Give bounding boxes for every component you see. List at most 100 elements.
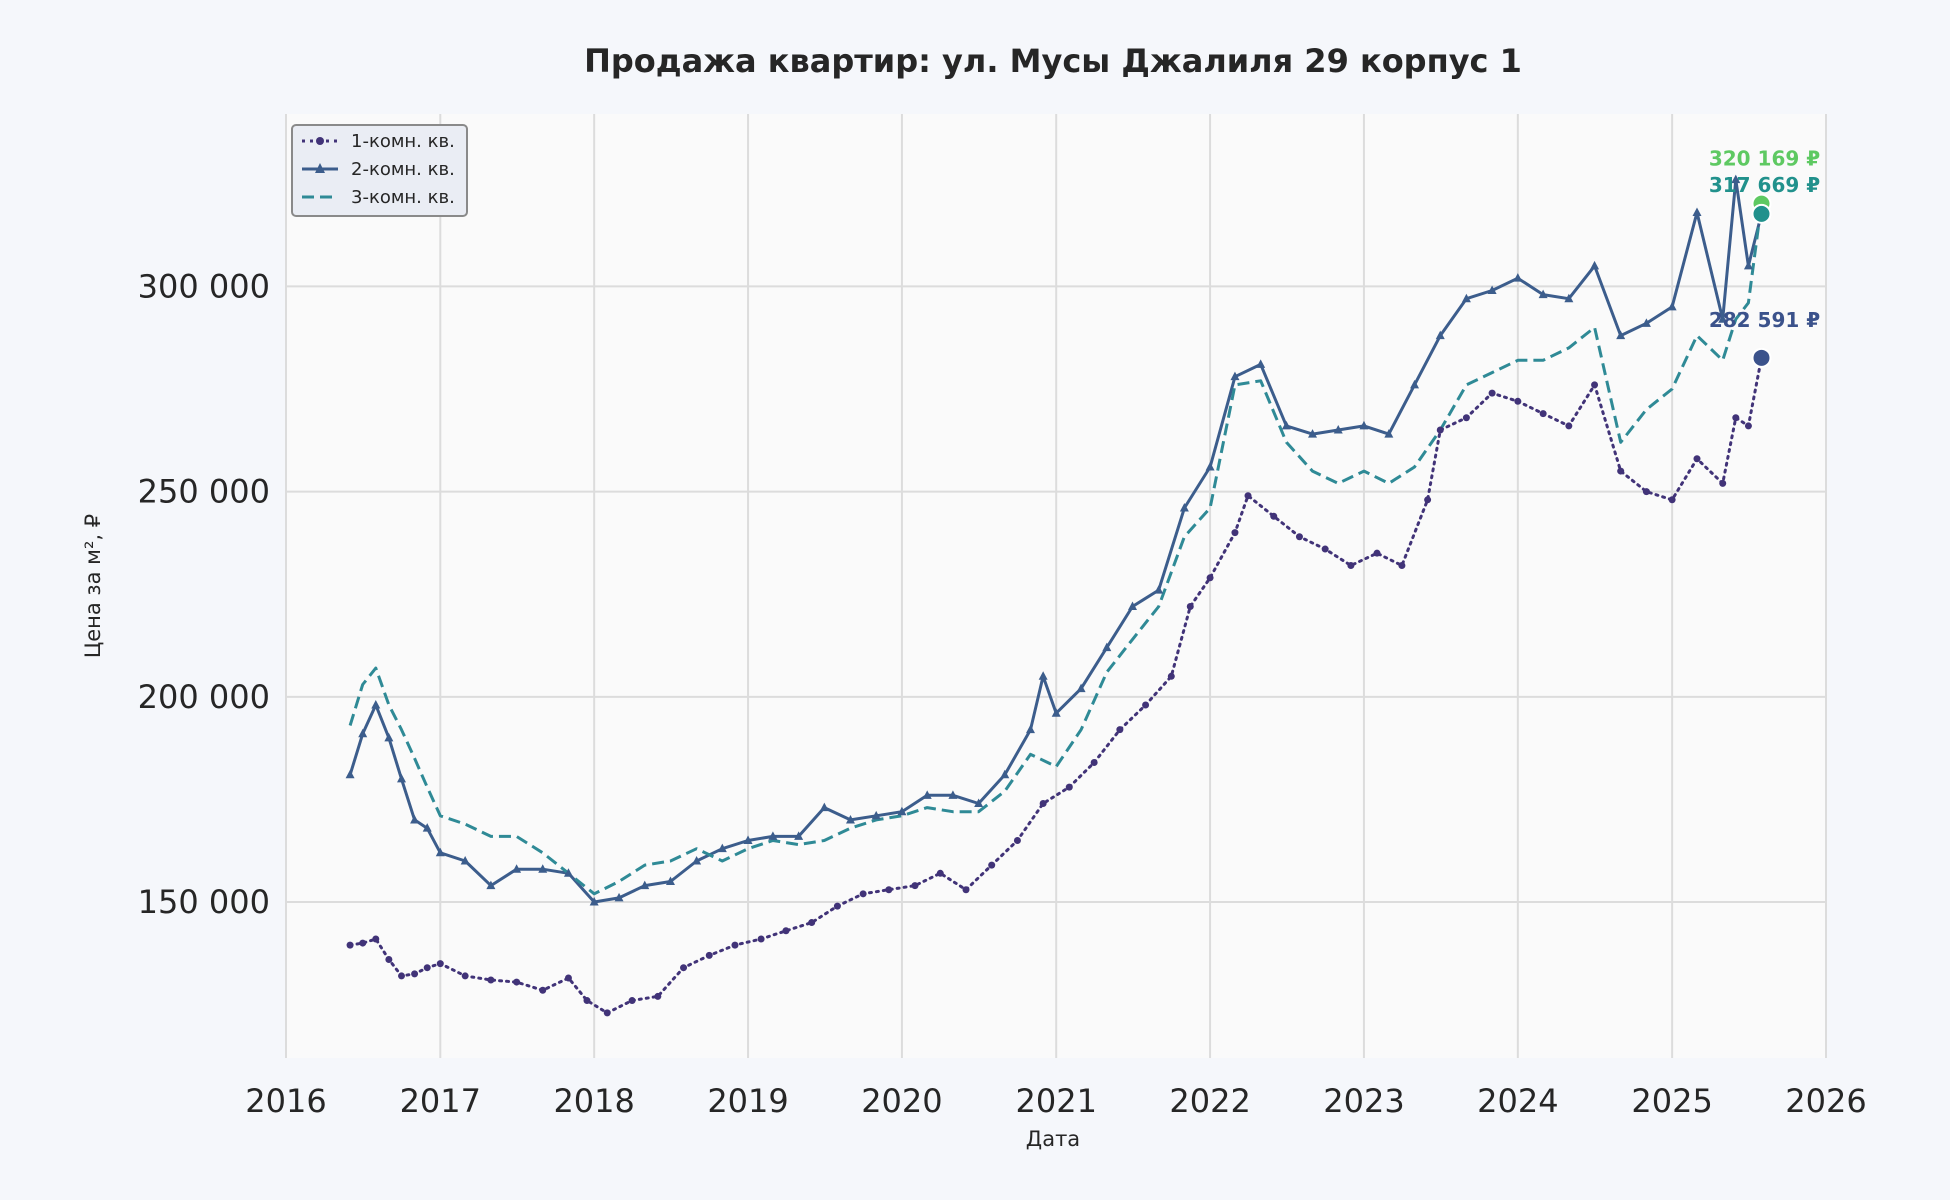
- point-2room: [563, 868, 573, 877]
- point-1room: [1744, 422, 1752, 430]
- point-1room: [539, 986, 547, 994]
- point-2room: [948, 790, 958, 799]
- legend: 1-комн. кв. 2-комн. кв. 3-комн. кв.: [291, 124, 468, 217]
- chart-title: Продажа квартир: ул. Мусы Джалиля 29 кор…: [584, 42, 1522, 80]
- legend-marker-2room: [315, 163, 325, 173]
- point-2room: [1667, 301, 1677, 311]
- point-1room: [1617, 467, 1625, 475]
- x-axis-ticks: 2016 2017 2018 2019 2020 2021 2022 2023 2024 2025…: [245, 1082, 1866, 1120]
- point-1room: [1013, 836, 1021, 844]
- point-2room: [1410, 379, 1420, 389]
- y-tick-label: 300 000: [138, 267, 270, 305]
- point-2room: [1076, 683, 1086, 693]
- end-point: [1751, 203, 1772, 224]
- point-2room: [486, 880, 496, 890]
- point-1room: [603, 1009, 611, 1017]
- x-tick-label: 2024: [1477, 1082, 1558, 1120]
- point-2room: [1154, 585, 1164, 594]
- point-2room: [1743, 260, 1753, 270]
- point-2room: [692, 855, 702, 865]
- point-2room: [1308, 429, 1318, 438]
- point-1room: [1398, 561, 1406, 569]
- y-tick-label: 150 000: [138, 883, 270, 921]
- y-tick-label: 250 000: [138, 473, 270, 511]
- point-2room: [768, 831, 778, 840]
- point-1room: [628, 997, 636, 1005]
- point-2room: [1590, 260, 1600, 270]
- point-1room: [1167, 672, 1175, 680]
- point-2room: [1718, 314, 1728, 323]
- point-1room: [1065, 783, 1073, 791]
- legend-marker-1room: [316, 137, 324, 145]
- point-2room: [345, 769, 355, 779]
- point-2room: [371, 700, 381, 709]
- series-line-3room: [348, 203, 1763, 896]
- point-2room: [589, 897, 599, 906]
- point-2room: [1025, 724, 1035, 734]
- point-1room: [1732, 414, 1740, 422]
- y-tick-label: 200 000: [138, 678, 270, 716]
- point-2room: [1616, 330, 1626, 340]
- x-tick-label: 2021: [1015, 1082, 1096, 1120]
- point-2room: [819, 802, 829, 812]
- point-1room: [1373, 549, 1381, 557]
- grid-lines: [285, 114, 1827, 1058]
- y-axis-label: Цена за м², ₽: [81, 514, 105, 658]
- point-1room: [346, 941, 354, 949]
- point-1room: [1565, 422, 1573, 430]
- point-1room: [411, 970, 419, 978]
- point-2room: [1051, 708, 1061, 717]
- point-2room: [922, 790, 932, 799]
- point-2room: [1487, 285, 1497, 294]
- point-2room: [1731, 174, 1741, 184]
- point-2room: [1435, 330, 1445, 340]
- point-1room: [372, 935, 380, 943]
- point-2room: [871, 810, 881, 820]
- x-tick-label: 2017: [400, 1082, 481, 1120]
- point-1room: [936, 869, 944, 877]
- point-1room: [423, 964, 431, 972]
- point-2room: [460, 855, 470, 865]
- point-2room: [794, 831, 804, 840]
- point-2room: [358, 728, 368, 738]
- point-1room: [1039, 800, 1047, 808]
- point-1room: [1591, 381, 1599, 389]
- point-2room: [845, 814, 855, 824]
- point-2room: [1538, 289, 1548, 299]
- legend-label-2room: 2-комн. кв.: [351, 159, 455, 180]
- point-1room: [1244, 492, 1252, 500]
- point-1room: [1488, 389, 1496, 397]
- point-2room: [1128, 601, 1138, 611]
- point-1room: [436, 960, 444, 968]
- x-tick-label: 2020: [861, 1082, 942, 1120]
- point-1room: [1142, 701, 1150, 709]
- point-2room: [512, 864, 522, 873]
- x-axis-label: Дата: [1026, 1127, 1080, 1151]
- point-2room: [384, 732, 394, 742]
- x-tick-label: 2023: [1323, 1082, 1404, 1120]
- series-layer: [348, 178, 1763, 1015]
- markers-layer: [345, 174, 1766, 1017]
- point-1room: [1270, 512, 1278, 520]
- point-1room: [1206, 574, 1214, 582]
- point-2room: [1359, 420, 1369, 430]
- x-tick-label: 2025: [1631, 1082, 1712, 1120]
- end-label: 317 669 ₽: [1709, 173, 1820, 197]
- legend-label-3room: 3-комн. кв.: [351, 187, 455, 208]
- point-1room: [1668, 496, 1676, 504]
- point-1room: [1462, 414, 1470, 422]
- x-tick-label: 2018: [553, 1082, 634, 1120]
- point-1room: [398, 972, 406, 980]
- point-1room: [731, 941, 739, 949]
- point-1room: [1539, 410, 1547, 418]
- point-1room: [1436, 426, 1444, 434]
- point-1room: [359, 939, 367, 947]
- point-1room: [757, 935, 765, 943]
- point-2room: [717, 843, 727, 853]
- point-1room: [962, 886, 970, 894]
- point-2room: [1513, 273, 1523, 282]
- point-1room: [885, 886, 893, 894]
- point-1room: [1295, 533, 1303, 541]
- point-2room: [435, 847, 445, 857]
- point-2room: [1384, 429, 1394, 438]
